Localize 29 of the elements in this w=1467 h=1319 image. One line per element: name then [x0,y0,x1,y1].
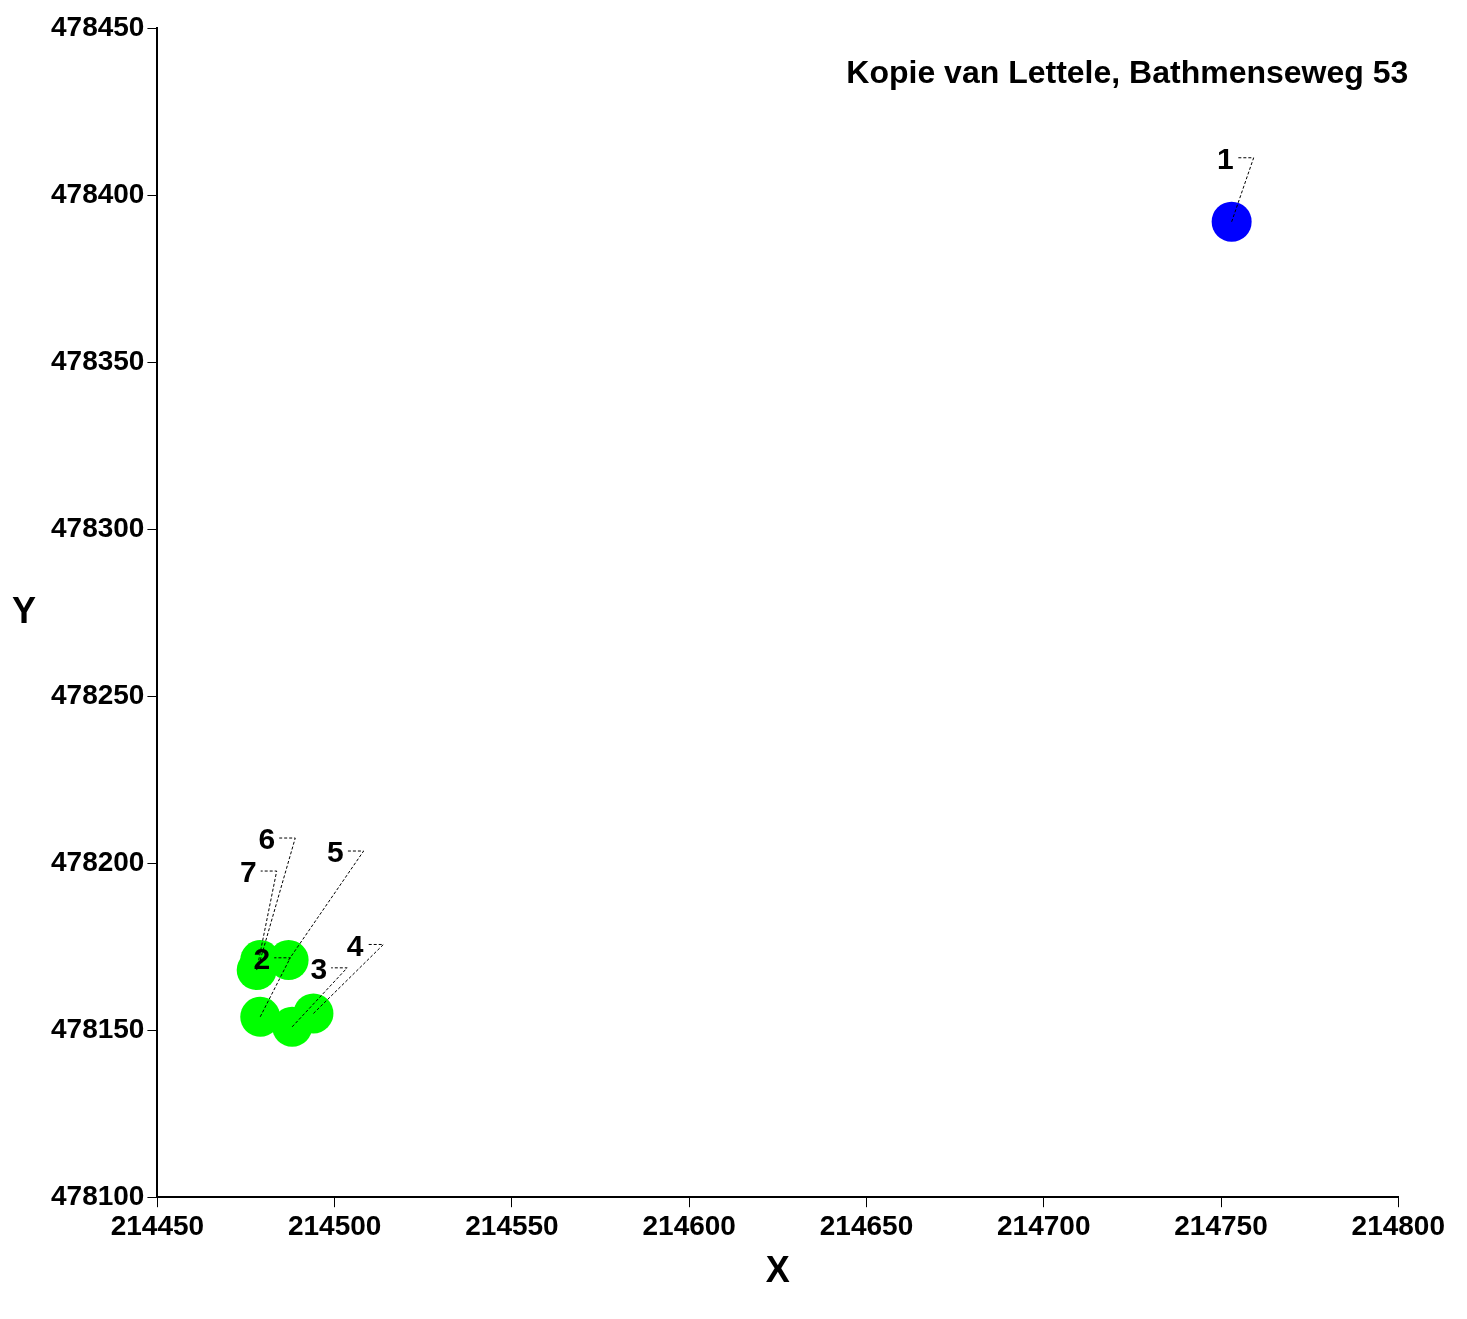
x-tick-label: 214700 [997,1209,1091,1241]
y-tick-label: 478150 [51,1012,145,1044]
x-tick-label: 214500 [287,1209,382,1241]
x-tick-label: 214800 [1351,1209,1445,1241]
annotation: 6 [258,822,276,856]
annotation: 3 [310,952,328,986]
annotation: 5 [326,835,344,869]
y-tick-label: 478200 [51,845,145,877]
x-tick-label: 214450 [110,1209,205,1241]
text: Kopie van Lettele, Bathmenseweg 53 [846,53,1409,90]
point [240,996,281,1037]
y-tick-label: 478100 [51,1179,145,1211]
annotation: 7 [240,855,257,889]
y-tick-label: 478300 [51,511,145,543]
point [1211,201,1252,242]
x-tick-label: 214550 [465,1209,559,1241]
point [293,993,334,1034]
x-tick-label: 214600 [642,1209,736,1241]
y-tick-label: 478250 [51,678,145,710]
annotation: 4 [346,928,364,962]
annotation: 1 [1216,142,1234,176]
x-axis-title: X [765,1249,790,1291]
x-tick-label: 214650 [819,1209,914,1241]
y-axis-title: Y [12,589,37,631]
y-tick-label: 478450 [51,10,145,42]
y-tick-label: 478400 [51,177,145,209]
y-tick-label: 478350 [51,344,145,376]
x-tick-label: 214750 [1174,1209,1268,1241]
annotation: 2 [253,942,271,976]
